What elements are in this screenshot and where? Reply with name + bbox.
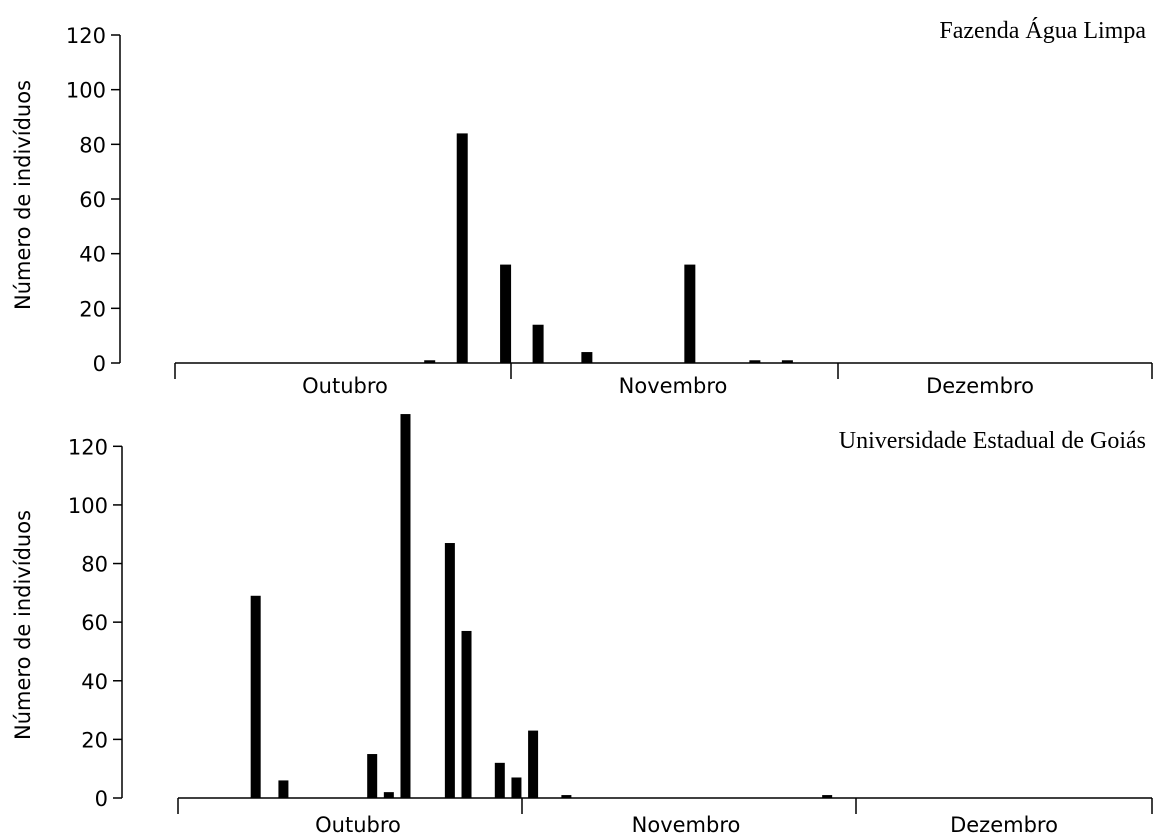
bar — [461, 630, 472, 798]
bar — [511, 777, 522, 798]
bar — [250, 595, 261, 798]
y-tick-label: 20 — [79, 297, 106, 321]
y-tick-label: 0 — [93, 352, 106, 376]
y-tick-label: 40 — [79, 243, 106, 267]
y-tick-label: 80 — [79, 133, 106, 157]
bar — [532, 324, 544, 363]
y-tick-label: 20 — [81, 728, 108, 752]
bar — [581, 352, 593, 363]
y-tick-label: 60 — [79, 188, 106, 212]
month-label: Novembro — [632, 813, 741, 837]
bar — [456, 133, 468, 363]
month-label: Outubro — [302, 374, 388, 398]
y-tick-label: 40 — [81, 670, 108, 694]
bar — [444, 543, 455, 798]
y-tick-label: 80 — [81, 553, 108, 577]
panel-title: Fazenda Água Limpa — [939, 18, 1146, 44]
panel-fazenda-agua-limpa: 0 20 40 60 80 100 120 Número de indivíduos Outub… — [11, 18, 1153, 398]
bar — [494, 762, 505, 798]
y-tick-label: 100 — [68, 494, 108, 518]
bar — [278, 780, 289, 798]
bar — [781, 360, 793, 363]
month-label: Novembro — [619, 374, 728, 398]
bar — [684, 264, 696, 363]
month-label: Outubro — [315, 813, 401, 837]
bar — [528, 730, 539, 798]
bar — [400, 414, 411, 798]
panel-title: Universidade Estadual de Goiás — [839, 428, 1146, 454]
y-tick-label: 100 — [66, 79, 106, 103]
bar — [749, 360, 761, 363]
y-axis-title: Número de indivíduos — [11, 80, 35, 310]
panel-universidade-estadual-de-goias: 0 20 40 60 80 100 120 Número de indivíduos Outub… — [11, 414, 1153, 837]
y-tick-label: 0 — [95, 787, 108, 811]
bar — [500, 264, 512, 363]
bar — [822, 795, 833, 798]
month-label: Dezembro — [926, 374, 1034, 398]
y-tick-label: 60 — [81, 611, 108, 635]
month-label: Dezembro — [950, 813, 1058, 837]
y-tick-label: 120 — [68, 435, 108, 459]
bar — [561, 795, 572, 798]
y-tick-label: 120 — [66, 24, 106, 48]
y-axis-title: Número de indivíduos — [11, 510, 35, 740]
bar — [367, 754, 378, 798]
bar — [424, 360, 436, 363]
bar — [383, 792, 394, 798]
